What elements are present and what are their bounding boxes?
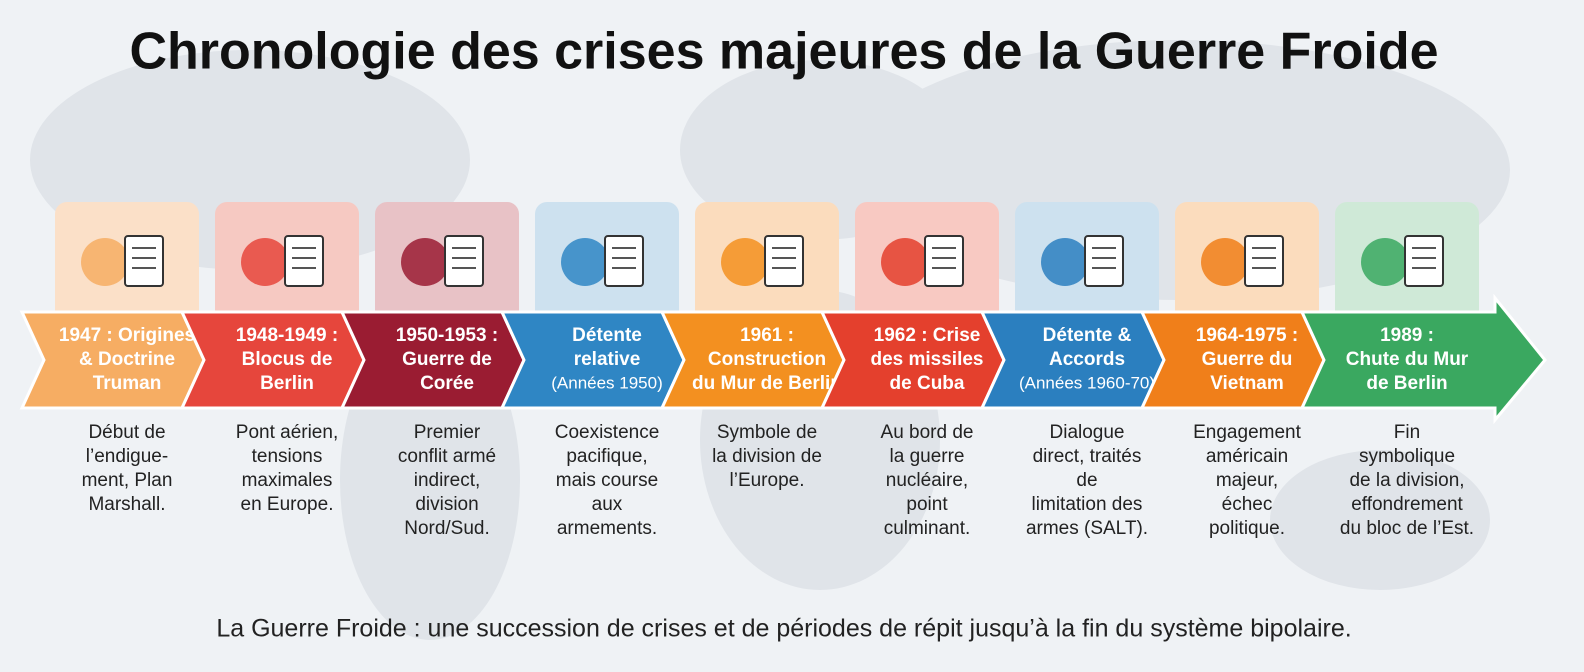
- step-description: Pont aérien,: [236, 422, 338, 443]
- step-label: 1961 :: [740, 325, 794, 346]
- icon: [241, 235, 324, 287]
- footer: La Guerre Froide : une succession de cri…: [216, 615, 1351, 643]
- chevron: [1299, 293, 1547, 425]
- icon-shape: [1041, 238, 1089, 286]
- title: Chronologie des crises majeures de la Gu…: [129, 23, 1438, 81]
- step-description: Premier: [414, 422, 481, 443]
- icon: [881, 235, 964, 287]
- step-description: Marshall.: [88, 494, 165, 515]
- step-label: 1948-1949 :: [236, 325, 338, 346]
- step-description: tensions: [252, 446, 323, 467]
- step-description: conflit armé: [398, 446, 496, 467]
- step-description: politique.: [1209, 518, 1285, 539]
- step-description: de: [1076, 470, 1097, 491]
- icon: [1361, 235, 1444, 287]
- step-description: Nord/Sud.: [404, 518, 490, 539]
- step-label: 1947 : Origines: [59, 325, 195, 346]
- step-description: armements.: [557, 518, 657, 539]
- step-label: 1950-1953 :: [396, 325, 498, 346]
- icon-shape: [604, 235, 644, 287]
- icon-shape: [881, 238, 929, 286]
- step-label: Détente: [572, 325, 642, 346]
- step-description: américain: [1206, 446, 1288, 467]
- icon: [561, 235, 644, 287]
- step-description: majeur,: [1216, 470, 1278, 491]
- icon-shape: [284, 235, 324, 287]
- step-label: Blocus de: [242, 349, 333, 370]
- icon-shape: [1361, 238, 1409, 286]
- step-note: (Années 1950): [551, 373, 663, 392]
- step-label: Guerre de: [402, 349, 492, 370]
- step-description: l’Europe.: [730, 470, 805, 491]
- icon-shape: [81, 238, 129, 286]
- icon-shape: [241, 238, 289, 286]
- step-label: Berlin: [260, 373, 314, 394]
- step-description: Fin: [1394, 422, 1420, 443]
- step-label: Corée: [420, 373, 474, 394]
- icon: [1201, 235, 1284, 287]
- step-label: relative: [574, 349, 641, 370]
- icon: [721, 235, 804, 287]
- step-description: culminant.: [884, 518, 971, 539]
- step-description: point: [906, 494, 948, 515]
- step-label: des missiles: [870, 349, 983, 370]
- icon-shape: [1084, 235, 1124, 287]
- step-description: indirect,: [414, 470, 481, 491]
- step-description: aux: [592, 494, 623, 515]
- step-description: du bloc de l’Est.: [1340, 518, 1474, 539]
- icon: [81, 235, 164, 287]
- icon-shape: [444, 235, 484, 287]
- icon-shape: [1404, 235, 1444, 287]
- step-label: Détente &: [1043, 325, 1132, 346]
- icon-shape: [721, 238, 769, 286]
- icon: [401, 235, 484, 287]
- step-label: de Berlin: [1366, 373, 1447, 394]
- step-label: Vietnam: [1210, 373, 1284, 394]
- step-label: & Doctrine: [79, 349, 175, 370]
- step-label: Construction: [708, 349, 826, 370]
- step-description: Engagement: [1193, 422, 1301, 443]
- step-description: nucléaire,: [886, 470, 968, 491]
- step-description: Coexistence: [555, 422, 660, 443]
- icon-shape: [924, 235, 964, 287]
- step-description: l’endigue-: [86, 446, 168, 467]
- step-description: Dialogue: [1050, 422, 1125, 443]
- icon-shape: [1244, 235, 1284, 287]
- step-description: la division de: [712, 446, 822, 467]
- step-description: limitation des: [1032, 494, 1143, 515]
- step-label: Truman: [93, 373, 162, 394]
- step-description: Début de: [88, 422, 165, 443]
- step-description: la guerre: [890, 446, 965, 467]
- step-description: de la division,: [1349, 470, 1464, 491]
- icon: [1041, 235, 1124, 287]
- step-note: (Années 1960-70): [1019, 373, 1155, 392]
- step-description: effondrement: [1351, 494, 1463, 515]
- step-description: division: [415, 494, 478, 515]
- step-label: 1964-1975 :: [1196, 325, 1298, 346]
- step-description: pacifique,: [566, 446, 647, 467]
- step-description: armes (SALT).: [1026, 518, 1148, 539]
- step-description: échec: [1222, 494, 1273, 515]
- step-description: mais course: [556, 470, 658, 491]
- step-label: de Cuba: [890, 373, 965, 394]
- step-label: Chute du Mur: [1346, 349, 1469, 370]
- step-description: direct, traités: [1033, 446, 1142, 467]
- step-description: Au bord de: [881, 422, 974, 443]
- step-label: Accords: [1049, 349, 1125, 370]
- step-label: 1962 : Crise: [874, 325, 981, 346]
- icon-shape: [1201, 238, 1249, 286]
- icon-shape: [561, 238, 609, 286]
- step-label: du Mur de Berlin: [692, 373, 842, 394]
- step-description: en Europe.: [241, 494, 334, 515]
- icon-shape: [401, 238, 449, 286]
- step-description: Symbole de: [717, 422, 817, 443]
- step-description: symbolique: [1359, 446, 1455, 467]
- icon-shape: [124, 235, 164, 287]
- step-label: 1989 :: [1380, 325, 1434, 346]
- step-description: ment, Plan: [82, 470, 173, 491]
- icon-shape: [764, 235, 804, 287]
- step-description: maximales: [242, 470, 333, 491]
- step-label: Guerre du: [1202, 349, 1293, 370]
